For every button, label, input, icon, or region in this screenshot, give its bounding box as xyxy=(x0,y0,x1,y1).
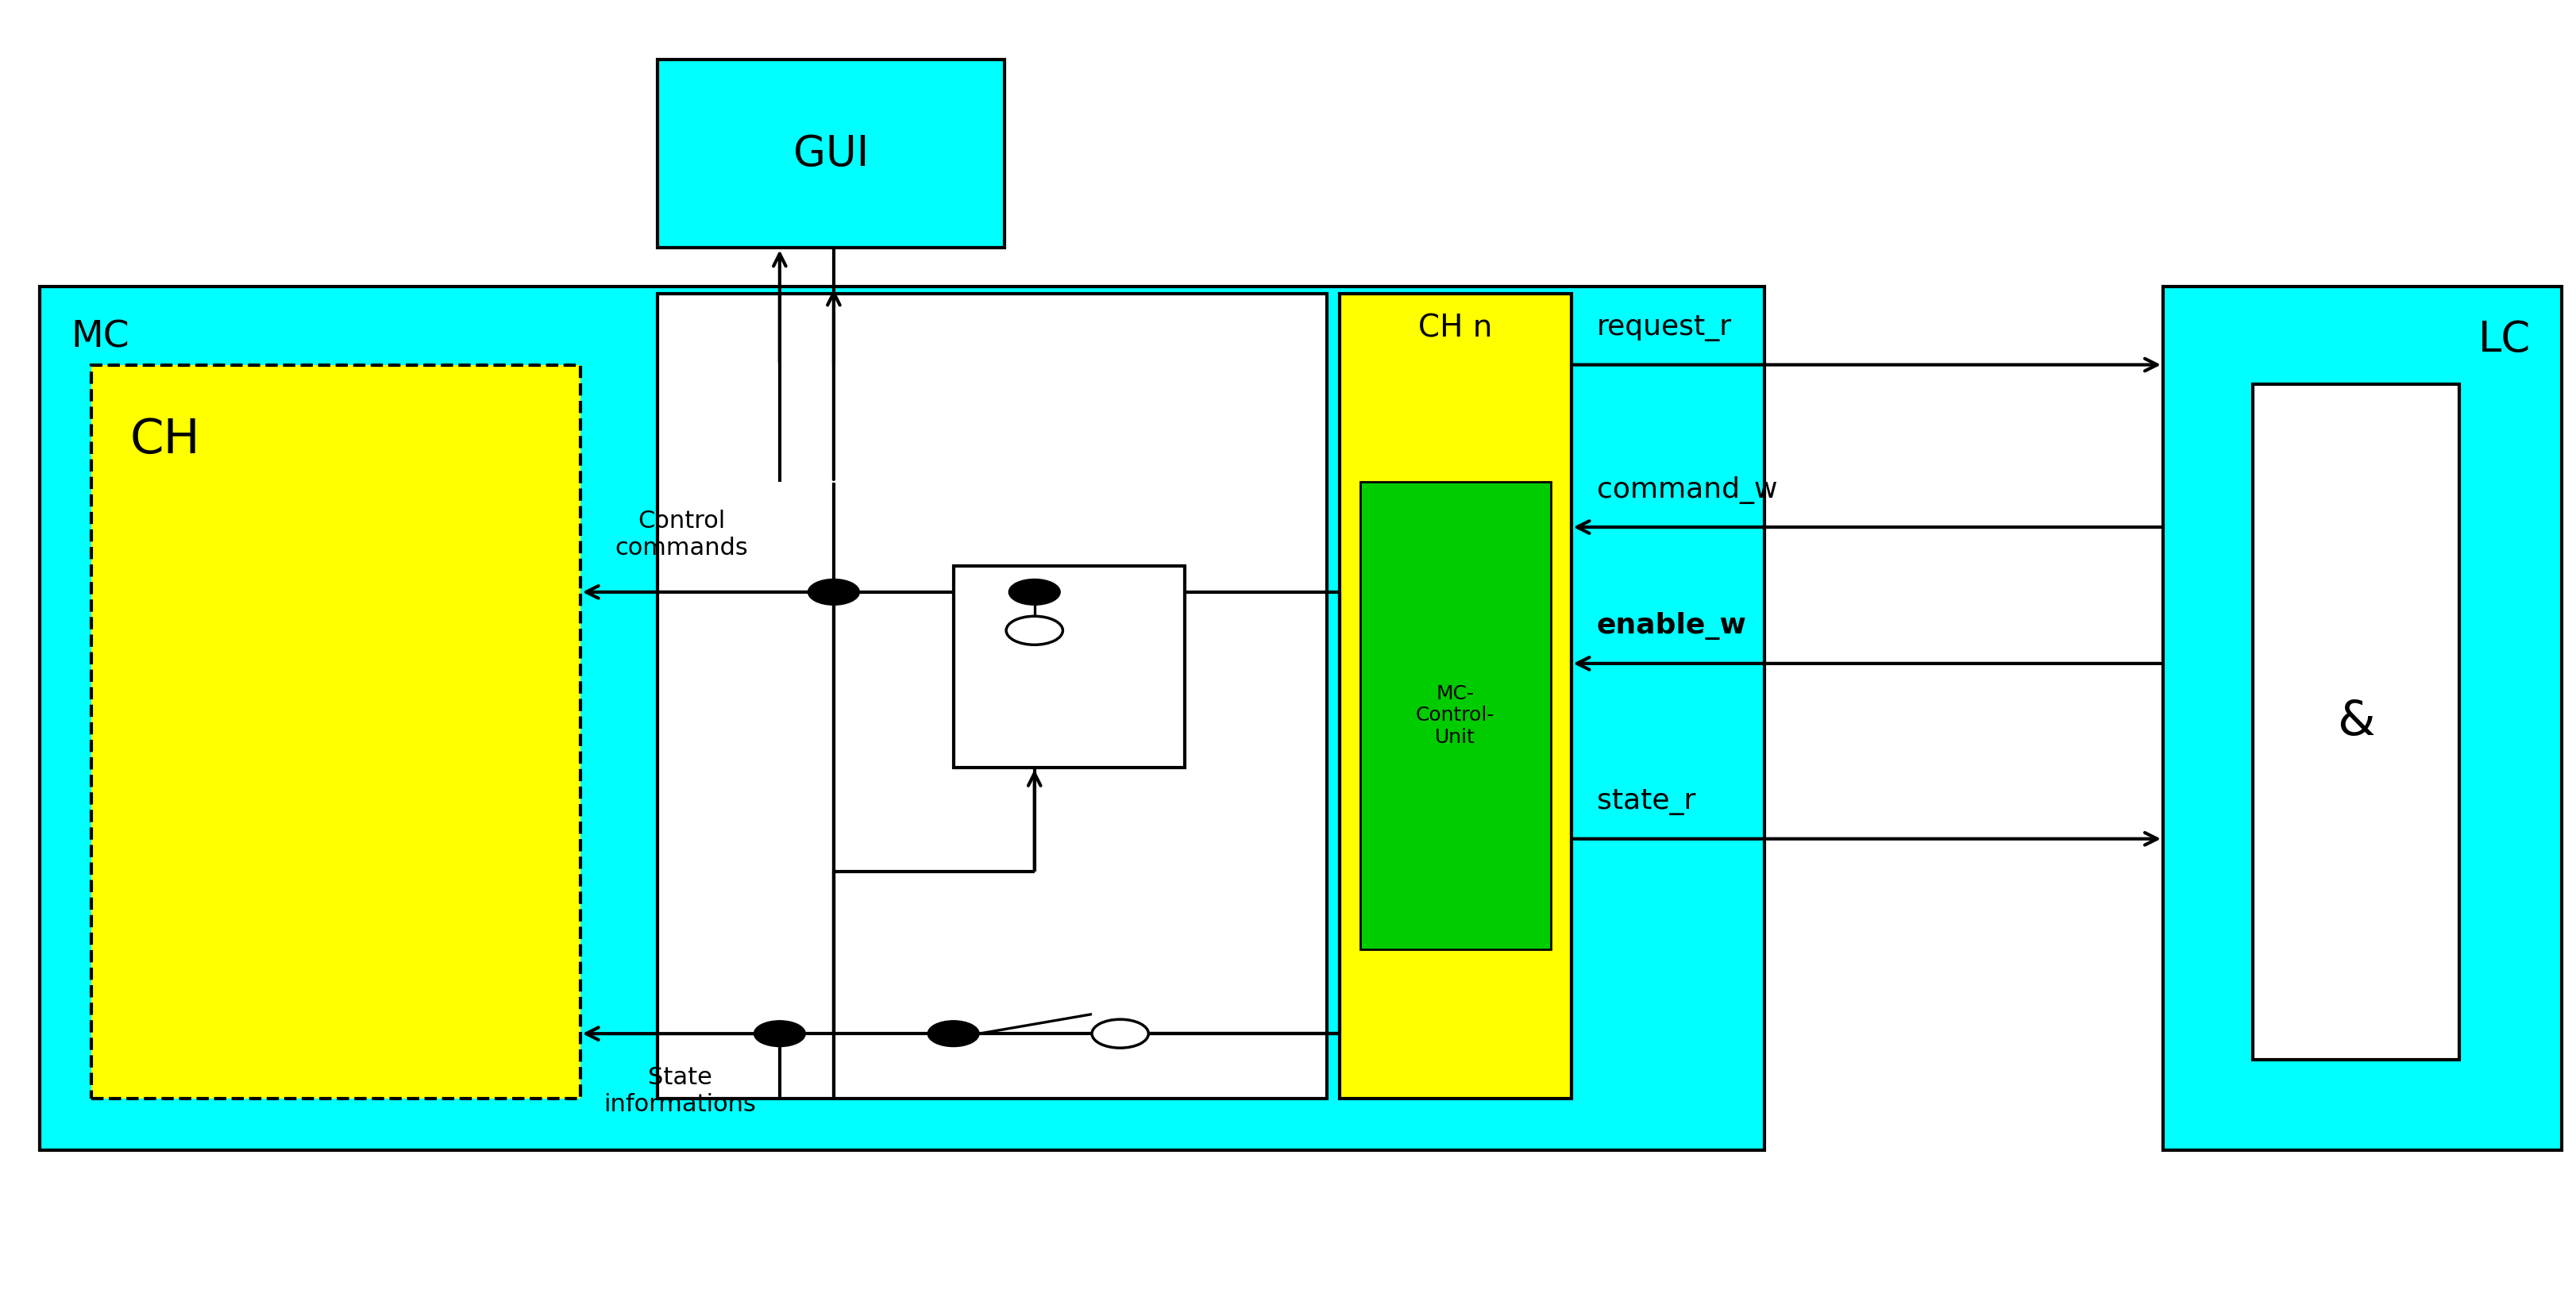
Circle shape xyxy=(1007,617,1064,645)
Bar xyxy=(1360,481,1551,950)
Text: MC-
Control-
Unit: MC- Control- Unit xyxy=(1417,684,1494,747)
Circle shape xyxy=(755,1021,806,1046)
Bar xyxy=(657,60,1005,248)
Bar xyxy=(716,364,896,481)
Text: MC: MC xyxy=(70,319,129,355)
Bar xyxy=(90,364,580,1098)
Text: LC: LC xyxy=(2478,319,2532,360)
Text: &: & xyxy=(2336,699,2375,745)
Circle shape xyxy=(1092,1020,1149,1047)
Circle shape xyxy=(1010,579,1061,605)
Text: CH: CH xyxy=(129,416,201,463)
Circle shape xyxy=(809,579,860,605)
Circle shape xyxy=(927,1021,979,1046)
Bar xyxy=(657,293,1327,1098)
Text: request_r: request_r xyxy=(1597,315,1731,341)
Text: enable_w: enable_w xyxy=(1597,613,1747,640)
Text: state_r: state_r xyxy=(1597,788,1695,816)
Bar xyxy=(2164,286,2563,1150)
Text: GUI: GUI xyxy=(793,133,868,174)
Bar xyxy=(1340,293,1571,1098)
Text: CH n: CH n xyxy=(1419,312,1492,343)
Text: Control
commands: Control commands xyxy=(616,510,747,559)
Text: command_w: command_w xyxy=(1597,476,1777,503)
Text: State
informations: State informations xyxy=(603,1066,757,1116)
Bar xyxy=(39,286,1765,1150)
Bar xyxy=(2254,384,2460,1059)
Bar xyxy=(953,566,1185,768)
